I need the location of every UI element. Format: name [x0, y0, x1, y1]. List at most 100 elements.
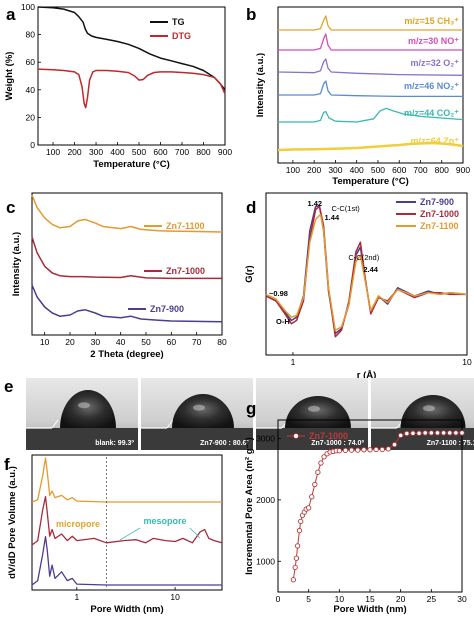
series-label: m/z=46 NO₂⁺ [404, 81, 459, 91]
x-axis-label: Temperature (°C) [93, 159, 169, 170]
y-axis-label: Incremental Pore Area (m² g⁻¹) [244, 437, 255, 575]
series-zn7-1000 [31, 236, 222, 280]
x-tick-label: 200 [67, 147, 81, 157]
data-point [440, 430, 447, 436]
x-tick-label: 15 [365, 594, 375, 604]
y-tick-label: 80 [26, 30, 36, 40]
series-label: m/z=44 CO₂⁺ [404, 108, 459, 118]
x-tick-label: 25 [427, 594, 437, 604]
legend-marker [293, 433, 299, 439]
series-tg [37, 6, 226, 91]
micropore-label: micropore [56, 519, 100, 529]
x-tick-label: 0 [276, 594, 281, 604]
x-tick-label: 20 [65, 337, 75, 347]
substrate [256, 428, 368, 450]
data-point [312, 481, 318, 488]
data-point [398, 432, 404, 439]
x-tick-label: 200 [307, 165, 321, 175]
data-point [306, 505, 312, 511]
panel-a-frame [37, 6, 226, 146]
baseline [166, 419, 174, 429]
mesopore-label: mesopore [143, 516, 186, 526]
water-droplet [172, 394, 234, 428]
contact-angle-caption: Zn7-1100 : 75.1º [427, 440, 474, 447]
x-tick-label: 100 [46, 147, 60, 157]
substrate [141, 428, 253, 450]
data-point [410, 430, 416, 436]
data-point [342, 447, 349, 454]
y-tick-label: 100 [21, 2, 35, 12]
series-zn7-1100 [31, 194, 223, 233]
substrate [26, 428, 138, 450]
series-zn7-1100 [31, 457, 222, 503]
x-tick-label: 700 [413, 165, 427, 175]
peak-label: C-C(1st) [331, 204, 360, 213]
x-axis-label: r (Å) [357, 370, 377, 381]
x-tick-label: 10 [462, 357, 472, 367]
data-point [321, 454, 327, 460]
data-point [355, 447, 361, 453]
data-point [361, 447, 367, 453]
data-point [416, 430, 422, 436]
y-tick-label: 2000 [256, 495, 275, 505]
legend-label: Zn7-1100 [420, 221, 459, 231]
y-tick-label: 1000 [256, 556, 275, 566]
panel-f: f 1 10 Pore Width (nm) dV/dD Pore Volume (a.… [4, 454, 223, 615]
legend-label: Zn7-900 [150, 304, 184, 314]
x-tick-label: 30 [91, 337, 101, 347]
series-zn7-1100 [265, 213, 468, 331]
peak-label: O-H [276, 317, 290, 326]
series-ms-0 [278, 15, 463, 31]
y-axis-label: Intensity (a.u.) [11, 232, 22, 296]
water-droplet [60, 390, 116, 428]
panel-c: c 10 20 30 40 50 60 70 80 2 Theta (degree) Intensi… [6, 192, 227, 360]
x-tick-label: 300 [328, 165, 342, 175]
peak-label: 1.42 [307, 199, 322, 208]
series-label: m/z=64 Zn⁺ [410, 136, 459, 146]
data-point [428, 430, 434, 436]
x-tick-label: 900 [456, 165, 470, 175]
data-point [385, 446, 392, 452]
peak-label: ~0.98 [269, 289, 288, 298]
series-ms-4 [278, 107, 464, 123]
contact-angle-photo: Zn7-1100 : 75.1º [371, 378, 474, 450]
x-tick-label: 800 [196, 147, 210, 157]
series-dtg [37, 68, 226, 109]
x-tick-label: 40 [116, 337, 126, 347]
legend-label: Zn7-1000 [420, 209, 459, 219]
data-point [348, 447, 355, 453]
panel-label-d: d [246, 198, 256, 217]
x-tick-label: 10 [335, 594, 345, 604]
x-tick-label: 10 [40, 337, 50, 347]
series-label: m/z=32 O₂⁺ [410, 58, 459, 68]
x-axis-label: Pore Width (nm) [90, 604, 163, 615]
panel-label-a: a [6, 5, 16, 24]
legend-label: Zn7-1100 [166, 221, 205, 231]
panel-g: g 0 5 10 15 20 25 30 1000 2000 3000 Pore Width (nm)… [244, 399, 467, 615]
data-point [318, 460, 324, 466]
droplet-highlight [308, 405, 320, 412]
series-ms-5 [277, 141, 464, 152]
series-ms-1 [278, 33, 463, 51]
contact-angle-caption: Zn7-1000 : 74.0º [311, 440, 364, 447]
series-zn7-1000 [292, 432, 462, 580]
droplet-highlight [78, 402, 90, 409]
y-axis-label: G(r) [244, 265, 255, 282]
panel-a: a 100 200 300 400 500 600 700 800 900 0 20 40 60 80 100… [4, 2, 232, 170]
y-tick-label: 0 [30, 140, 35, 150]
panel-label-e: e [4, 377, 13, 396]
x-axis-label: Pore Width (nm) [333, 604, 406, 615]
x-tick-label: 900 [218, 147, 232, 157]
x-axis-label: Temperature (°C) [332, 176, 408, 187]
panel-b-frame [277, 6, 464, 164]
x-tick-label: 1 [291, 357, 296, 367]
data-point [373, 446, 379, 453]
x-tick-label: 500 [132, 147, 146, 157]
data-point [292, 564, 298, 571]
legend-label: Zn7-1000 [166, 266, 205, 276]
data-point [336, 448, 342, 454]
series-label: m/z=15 CH₃⁺ [404, 16, 459, 26]
data-point [296, 527, 303, 534]
series-zn7-900 [31, 284, 223, 323]
